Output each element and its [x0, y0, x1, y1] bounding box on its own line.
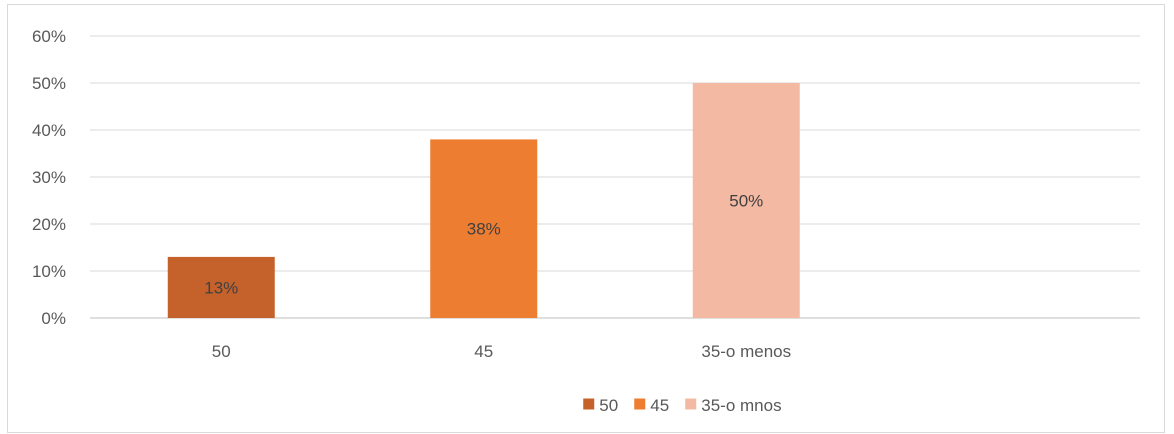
data-label: 38%: [467, 220, 501, 239]
x-tick-label: 35-o menos: [701, 342, 791, 361]
y-tick-label: 10%: [32, 262, 66, 281]
y-tick-label: 30%: [32, 168, 66, 187]
y-tick-label: 60%: [32, 27, 66, 46]
legend-swatch: [583, 398, 595, 410]
chart-frame: [7, 4, 1165, 433]
y-tick-label: 40%: [32, 121, 66, 140]
legend-swatch: [634, 398, 646, 410]
bar: [430, 139, 538, 318]
x-tick-label: 45: [474, 342, 493, 361]
data-label: 13%: [204, 278, 238, 297]
bar: [167, 256, 275, 318]
legend-swatch: [685, 398, 697, 410]
data-label: 50%: [729, 192, 763, 211]
y-tick-label: 50%: [32, 74, 66, 93]
legend-label: 45: [650, 396, 669, 415]
y-tick-label: 0%: [41, 309, 66, 328]
x-tick-label: 50: [212, 342, 231, 361]
legend-label: 50: [599, 396, 618, 415]
bar: [692, 83, 800, 318]
legend-label: 35-o mnos: [701, 396, 781, 415]
y-tick-label: 20%: [32, 215, 66, 234]
